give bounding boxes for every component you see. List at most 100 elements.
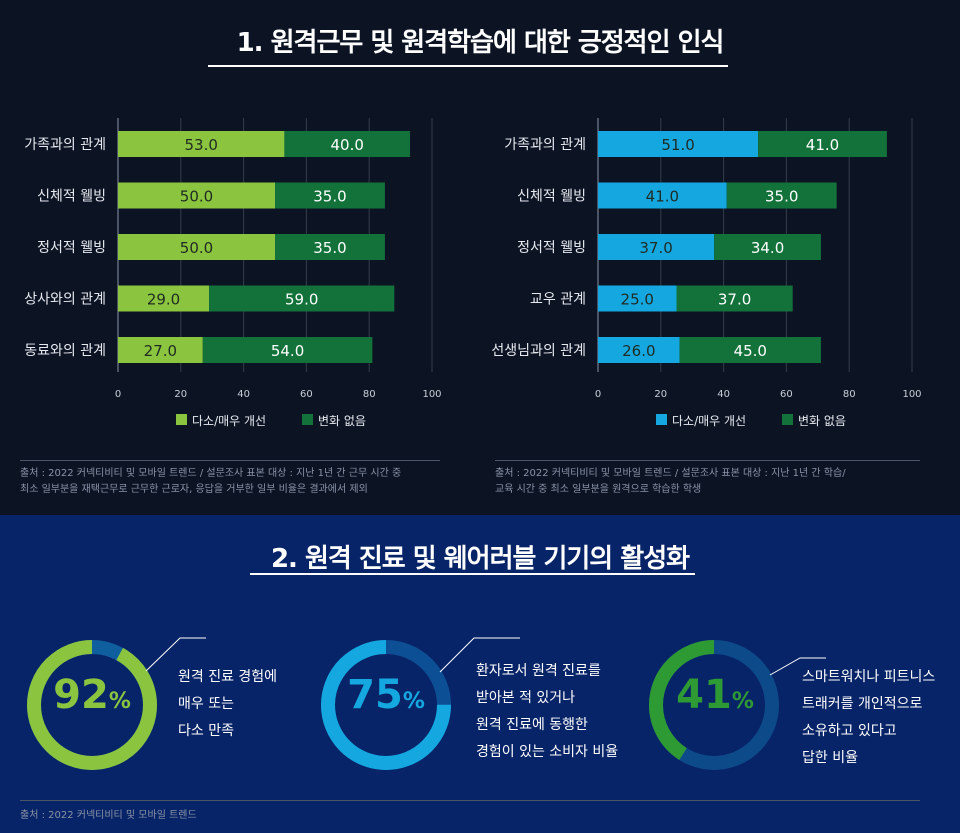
work-chart-bar-no-change [275,234,385,260]
donut-2-text-line: 받아본 적 있거나 [476,690,576,706]
donut-1-text-line: 매우 또는 [178,696,234,712]
work-chart-label-no-change: 59.0 [285,291,318,309]
learning-chart-label-no-change: 37.0 [718,291,751,309]
donut-1-text-line: 원격 진료 경험에 [178,669,278,685]
work-chart-bar-no-change [209,285,395,312]
donut-1-leader-line [145,637,206,672]
donut-2-leader-line [439,637,520,673]
learning-chart-x-tick-label: 40 [717,389,730,400]
work-chart-bar-no-change [284,131,411,157]
section-1-title: 1. 원격근무 및 원격학습에 대한 긍정적인 인식 [236,28,725,58]
learning-chart-label-improved: 41.0 [646,188,679,206]
work-chart-x-tick-label: 80 [363,389,376,400]
source-note-left: 출처 : 2022 커넥티비티 및 모바일 트렌드 / 설문조사 표본 대상 :… [20,466,401,498]
learning-chart-bar-improved [598,131,759,157]
source-note-bottom: 출처 : 2022 커넥티비티 및 모바일 트렌드 [20,810,197,821]
donut-1-value: 92% [32,672,152,718]
learning-chart-category-label: 정서적 웰빙 [517,240,586,256]
work-chart-legend-swatch-no-change [302,414,313,425]
donut-3-number: 41 [676,672,732,718]
section-2-title: 2. 원격 진료 및 웨어러블 기기의 활성화 [270,544,690,574]
source-note-right-line: 출처 : 2022 커넥티비티 및 모바일 트렌드 / 설문조사 표본 대상 :… [495,468,846,479]
work-chart-x-tick-label: 40 [237,389,250,400]
donut-3-value: 41% [655,672,775,718]
donut-3-description: 스마트워치나 피트니스 트래커를 개인적으로 소유하고 있다고 답한 비율 [802,664,935,772]
work-chart-category-label: 상사와의 관계 [24,292,106,308]
donut-1-unit: % [108,689,131,714]
learning-chart-x-tick-label: 0 [595,389,601,400]
learning-chart-bar-improved [598,337,680,363]
learning-chart-label-improved: 37.0 [639,239,672,257]
learning-chart-label-no-change: 35.0 [765,188,798,206]
learning-chart-label-no-change: 34.0 [751,239,784,257]
work-chart-label-no-change: 40.0 [331,136,364,154]
learning-chart-legend-swatch-no-change [782,414,793,425]
learning-chart-x-tick-label: 60 [780,389,793,400]
donut-2-description: 환자로서 원격 진료를 받아본 적 있거나 원격 진료에 동행한 경험이 있는 … [476,658,618,766]
source-rule-bottom [20,800,920,801]
learning-chart-x-tick-label: 100 [902,389,921,400]
learning-chart-bar-no-change [676,285,793,312]
work-chart-legend-swatch-improved [176,414,187,425]
learning-chart-label-no-change: 45.0 [734,342,767,360]
donut-2-text-line: 원격 진료에 동행한 [476,717,588,733]
learning-chart-label-improved: 51.0 [661,136,694,154]
learning-chart-category-label: 선생님과의 관계 [491,343,586,359]
work-chart-bar-improved [118,131,285,157]
source-rule-right [495,460,920,461]
work-chart-category-label: 정서적 웰빙 [37,240,106,256]
learning-chart-label-improved: 26.0 [622,342,655,360]
learning-chart-x-tick-label: 80 [843,389,856,400]
source-note-left-line: 최소 일부분을 재택근무로 근무한 근로자, 응답을 거부한 일부 비율은 결과… [20,484,368,495]
donut-3-text-line: 트래커를 개인적으로 [802,696,923,712]
donut-1-description: 원격 진료 경험에 매우 또는 다소 만족 [178,664,277,745]
donut-3-leader-line [769,657,826,676]
chart-remote-learning: 0 20 40 60 80 100 가족과의 관계 51.0 41.0 신체적 웰빙 41.0 35.… [491,118,922,428]
source-note-left-line: 출처 : 2022 커넥티비티 및 모바일 트렌드 / 설문조사 표본 대상 :… [20,468,402,479]
section-2-panel [0,515,960,833]
donut-3-arc [649,640,779,770]
work-chart-bar-improved [118,234,275,260]
learning-chart-category-label: 가족과의 관계 [504,137,586,153]
work-chart-x-tick-label: 0 [115,389,121,400]
learning-chart-bar-improved [598,234,715,260]
section-2-title-underline [250,573,695,575]
learning-chart-bar-no-change [714,234,821,260]
learning-chart-bar-improved [598,182,727,209]
work-chart-label-improved: 29.0 [147,291,180,309]
learning-chart-bar-no-change [758,131,887,157]
learning-chart-bar-no-change [726,182,837,209]
work-chart-category-label: 동료와의 관계 [24,343,106,359]
donut-charts [27,637,826,770]
work-chart-bar-improved [118,182,275,209]
work-chart-bar-improved [118,337,203,363]
donut-2-value: 75% [326,672,446,718]
donut-2-unit: % [402,689,425,714]
section-1-title-underline [208,65,728,67]
work-chart-legend-label-no-change: 변화 없음 [318,414,366,428]
donut-1-text-line: 다소 만족 [178,723,234,739]
learning-chart-x-tick-label: 20 [654,389,667,400]
work-chart-x-tick-label: 20 [174,389,187,400]
learning-chart-legend-label-improved: 다소/매우 개선 [672,414,746,428]
source-rule-left [20,460,440,461]
learning-chart-category-label: 교우 관계 [530,292,586,308]
donut-2-text-line: 경험이 있는 소비자 비율 [476,744,619,760]
work-chart-x-tick-label: 60 [300,389,313,400]
learning-chart-legend-label-no-change: 변화 없음 [798,414,846,428]
donut-2-arc [321,640,451,770]
donut-2-number: 75 [347,672,403,718]
donut-3-text-line: 스마트워치나 피트니스 [802,669,936,685]
donut-3-unit: % [731,689,754,714]
learning-chart-label-improved: 25.0 [621,291,654,309]
donut-3-text-line: 소유하고 있다고 [802,723,897,739]
learning-chart-bar-improved [598,285,677,312]
work-chart-bar-improved [118,285,210,312]
work-chart-label-no-change: 35.0 [313,239,346,257]
work-chart-label-improved: 53.0 [185,136,218,154]
chart-remote-work: 0 20 40 60 80 100 가족과의 관계 53.0 40.0 신체적 웰빙 50.0 35.… [24,118,442,428]
work-chart-label-no-change: 35.0 [313,188,346,206]
work-chart-bar-no-change [275,182,385,209]
donut-1-number: 92 [53,672,109,718]
work-chart-category-label: 신체적 웰빙 [37,189,106,205]
